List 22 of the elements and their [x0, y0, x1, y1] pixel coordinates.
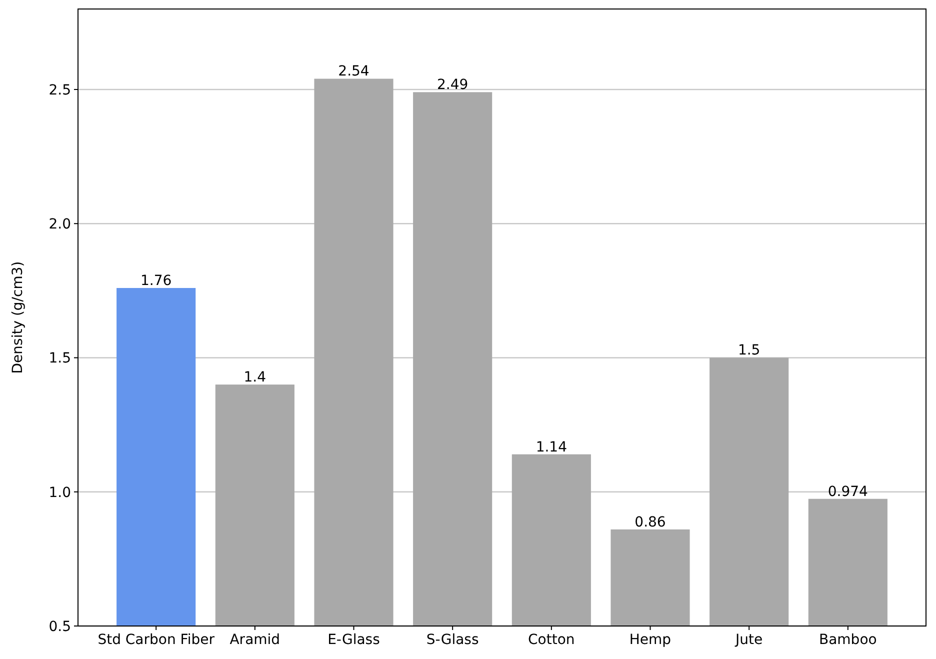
- x-tick-label: Aramid: [230, 632, 280, 648]
- x-tick-label: Jute: [734, 632, 763, 648]
- x-tick-label: S-Glass: [426, 632, 479, 648]
- x-tick-label: Bamboo: [819, 632, 877, 648]
- data-label: 2.49: [436, 77, 468, 94]
- y-tick-label: 0.5: [48, 618, 71, 635]
- x-tick-label: Std Carbon Fiber: [98, 632, 215, 648]
- y-tick-label: 1.0: [48, 484, 71, 501]
- y-axis-title: Density (g/cm3): [10, 261, 26, 374]
- data-label: 1.14: [536, 439, 568, 456]
- x-tick-label: E-Glass: [328, 632, 380, 648]
- x-tick-label: Hemp: [629, 632, 672, 648]
- data-label: 0.974: [828, 484, 868, 500]
- data-label: 1.5: [738, 342, 760, 359]
- y-tick-label: 1.5: [48, 350, 71, 367]
- data-label: 2.54: [338, 64, 370, 80]
- y-tick-label: 2.0: [48, 216, 71, 233]
- y-tick-label: 2.5: [48, 82, 71, 98]
- x-tick-label: Cotton: [528, 632, 575, 648]
- data-label: 0.86: [634, 514, 666, 530]
- data-label: 1.4: [244, 370, 266, 386]
- data-label: 1.76: [140, 272, 172, 289]
